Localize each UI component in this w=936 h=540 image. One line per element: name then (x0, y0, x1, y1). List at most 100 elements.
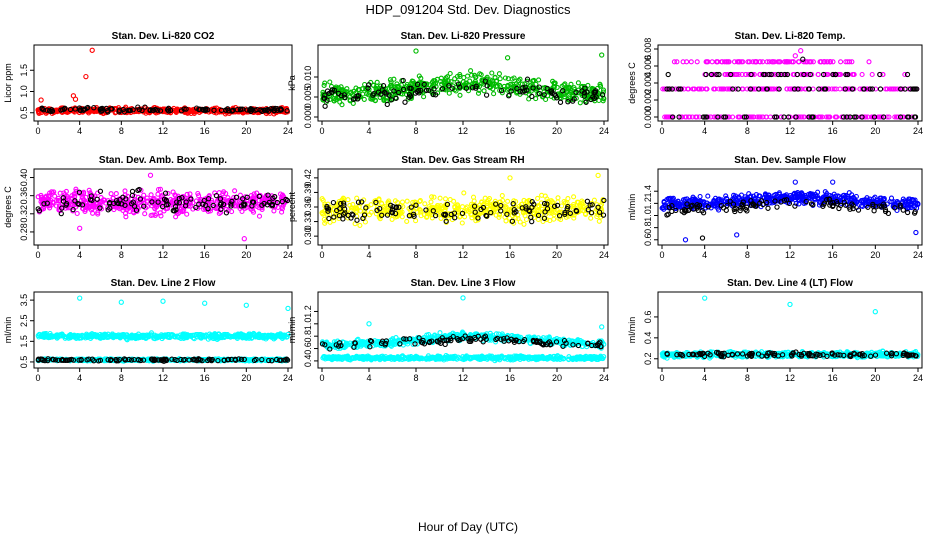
data-point (412, 90, 419, 96)
data-point (150, 107, 157, 113)
data-point (840, 114, 847, 120)
data-point (670, 195, 676, 201)
data-point (437, 195, 443, 201)
data-point (417, 209, 423, 215)
data-point (386, 92, 392, 98)
data-point (567, 91, 573, 97)
data-point (94, 196, 100, 202)
y-tick-label: 0.000 (303, 106, 313, 129)
data-point (341, 206, 348, 212)
data-point (249, 203, 255, 209)
data-point (159, 336, 165, 342)
data-point (210, 202, 216, 209)
data-point (549, 90, 555, 96)
data-point (261, 200, 267, 207)
data-point (388, 97, 395, 103)
data-point (904, 209, 911, 216)
data-point (810, 114, 816, 120)
data-point (284, 108, 290, 114)
data-point (792, 194, 798, 200)
data-point (508, 206, 514, 212)
data-point (851, 114, 858, 120)
data-point (53, 203, 60, 209)
y-tick-label: 1.5 (19, 64, 29, 77)
data-point (744, 208, 750, 214)
data-point (205, 205, 211, 212)
data-point (400, 77, 406, 84)
data-point (869, 71, 875, 78)
data-point (173, 214, 179, 220)
x-tick-label: 8 (745, 250, 750, 260)
x-tick-label: 8 (119, 373, 124, 383)
data-point (536, 77, 542, 83)
x-tick-label: 12 (458, 126, 468, 136)
y-tick-label: 0.39 (303, 184, 313, 202)
data-point (824, 190, 830, 197)
x-tick-label: 24 (283, 250, 293, 260)
data-point (156, 200, 162, 206)
data-point (97, 205, 103, 211)
y-axis-label: degrees C (627, 62, 637, 104)
data-point (121, 109, 128, 115)
data-point (807, 190, 813, 197)
data-point (406, 91, 413, 98)
data-point (69, 193, 75, 199)
data-point (448, 79, 454, 85)
data-point (244, 194, 250, 200)
data-point (774, 204, 780, 210)
data-point (836, 205, 842, 212)
data-point (148, 192, 154, 198)
data-point (110, 357, 116, 363)
data-point (376, 197, 382, 203)
data-point (445, 74, 451, 80)
data-point (233, 194, 240, 200)
data-point (567, 89, 573, 95)
x-tick-label: 24 (599, 126, 609, 136)
data-point (345, 212, 351, 219)
data-point (506, 93, 512, 99)
data-point (95, 358, 102, 364)
data-point (359, 199, 365, 205)
data-point (830, 179, 836, 185)
data-point (98, 106, 104, 112)
data-point (284, 105, 290, 112)
data-point (138, 199, 144, 205)
data-point (400, 86, 407, 93)
data-point (493, 201, 499, 207)
x-tick-label: 4 (77, 373, 82, 383)
data-point (155, 186, 162, 193)
data-point (142, 104, 148, 110)
data-point (800, 56, 806, 62)
data-point (833, 199, 840, 205)
data-point (582, 85, 588, 91)
data-point (347, 202, 353, 208)
data-point (830, 71, 836, 78)
data-point (241, 203, 247, 209)
data-point (475, 215, 481, 221)
data-point (272, 335, 278, 341)
y-tick-label: 0.40 (19, 169, 29, 187)
data-point (154, 204, 160, 210)
data-point (274, 199, 280, 206)
data-point (579, 198, 585, 204)
data-point (439, 81, 445, 87)
data-point (416, 73, 422, 79)
data-point (463, 80, 469, 86)
data-point (827, 202, 833, 208)
data-point (593, 94, 599, 100)
data-point (258, 107, 264, 113)
data-point (727, 198, 733, 204)
data-point (716, 71, 722, 78)
data-point (95, 211, 101, 217)
data-point (416, 90, 422, 96)
x-tick-label: 0 (319, 250, 324, 260)
data-point (790, 59, 796, 65)
data-point (142, 211, 148, 217)
data-point (469, 85, 476, 91)
data-point (82, 335, 89, 341)
data-point (272, 193, 278, 200)
data-point (363, 205, 369, 211)
data-point (757, 114, 763, 120)
y-tick-label: 0.005 (303, 86, 313, 109)
